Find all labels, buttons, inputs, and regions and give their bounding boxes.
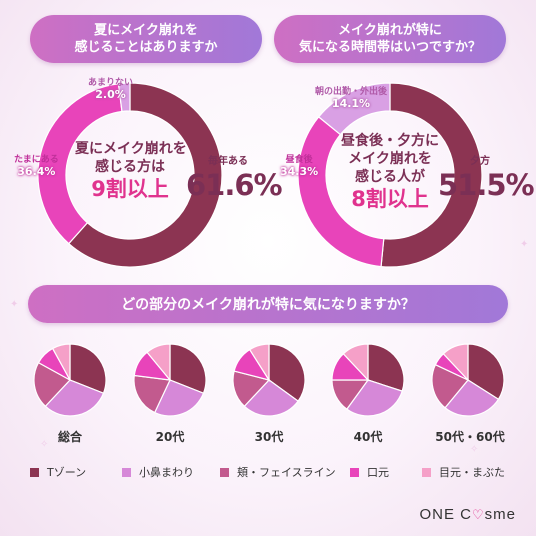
donut-1-big-value-text: 61.6%	[186, 168, 283, 202]
legend-item: 小鼻まわり	[122, 464, 194, 480]
question-3-header: どの部分のメイク崩れが特に気になりますか？	[28, 285, 508, 323]
legend-swatch	[30, 467, 39, 477]
donut-1-center-line2: 感じる方は	[95, 159, 165, 175]
pie-0-slice-4	[51, 343, 71, 381]
pie-2-slice-4	[248, 343, 270, 383]
donut-2-label-after-lunch-name: 昼食後	[285, 155, 313, 165]
legend-label: 目元・まぶた	[439, 466, 505, 479]
donut-2-center-line1: 昼食後・夕方に	[341, 133, 439, 149]
brand-logo: ONE C♡sme	[419, 506, 516, 523]
donut-2-label-after-lunch: 昼食後 34.3%	[280, 152, 318, 178]
donut-1-label-rarely-name: あまりない	[88, 78, 134, 88]
legend: Tゾーン 小鼻まわり 頬・フェイスライン 口元 目元・まぶた	[30, 464, 510, 480]
pie-2-slice-1	[243, 379, 299, 417]
question-1-line1: 夏にメイク崩れを	[94, 23, 198, 38]
small-pies	[33, 343, 505, 417]
donut-2-label-morning: 朝の出勤・外出後 14.1%	[315, 84, 387, 110]
pie-0-slice-2	[33, 361, 71, 408]
sparkle-decoration: ✧	[40, 439, 49, 450]
pie-3-slice-4	[342, 343, 369, 382]
donut-2-center-highlight: 8割以上	[351, 187, 429, 211]
pie-1-slice-2	[133, 374, 171, 414]
legend-label: 頬・フェイスライン	[237, 466, 336, 479]
pie-0-slice-0	[69, 343, 107, 395]
legend-item: Tゾーン	[30, 464, 86, 480]
donut-1-label-sometimes-name: たまにある	[14, 155, 59, 165]
donut-1-slice-2	[117, 82, 131, 113]
donut-1-center-text: 夏にメイク崩れを 感じる方は 9割以上	[75, 140, 187, 202]
logo-heart-icon: ♡	[472, 507, 485, 522]
logo-text-a: ONE C	[419, 506, 472, 523]
donut-1-big-value: 61.6%	[186, 168, 283, 202]
donut-chart-2	[297, 82, 483, 268]
legend-swatch	[122, 467, 131, 477]
donut-1-label-sometimes-value: 36.4%	[17, 165, 56, 178]
legend-item: 頬・フェイスライン	[220, 464, 336, 480]
pie-3-slice-1	[346, 379, 403, 417]
legend-label: 口元	[367, 466, 389, 479]
pie-4-slice-4	[442, 343, 469, 382]
pie-group-label: 50代・60代	[435, 430, 505, 444]
question-2-line1: メイク崩れが特に	[338, 23, 442, 38]
pie-4-slice-2	[431, 363, 469, 409]
donut-1-label-rarely-value: 2.0%	[95, 88, 126, 101]
donut-1-center-highlight: 9割以上	[91, 177, 169, 201]
donut-1-center-line1: 夏にメイク崩れを	[75, 141, 187, 157]
legend-swatch	[422, 467, 431, 477]
sparkle-decoration: ✧	[470, 444, 479, 455]
donut-2-slice-0	[380, 82, 483, 268]
donut-2-label-morning-name: 朝の出勤・外出後	[315, 87, 388, 97]
donut-2-label-evening: 夕方	[470, 156, 490, 167]
pie-group-label: 40代	[353, 430, 383, 444]
sparkle-decoration: ✦	[10, 299, 19, 310]
question-2-header: メイク崩れが特に 気になる時間帯はいつですか？	[274, 15, 506, 63]
pie-group-label: 総合	[57, 430, 82, 444]
donut-1-label-sometimes: たまにある 36.4%	[14, 152, 59, 178]
pie-1-slice-4	[146, 343, 171, 382]
pie-1-slice-1	[153, 379, 205, 417]
legend-label: Tゾーン	[47, 466, 87, 479]
donut-1-label-every-year: 毎年ある	[208, 156, 248, 167]
donut-2-big-value-text: 51.5%	[438, 168, 535, 202]
legend-swatch	[350, 467, 359, 477]
pie-group-label: 20代	[155, 430, 185, 444]
pie-2-slice-0	[268, 343, 306, 402]
donut-2-label-morning-value: 14.1%	[331, 97, 371, 110]
donut-2-big-value: 51.5%	[438, 168, 535, 202]
donut-1-slice-1	[37, 83, 123, 245]
question-1-header: 夏にメイク崩れを 感じることはありますか	[30, 15, 262, 63]
pie-3-slice-0	[367, 343, 405, 392]
logo-text-b: sme	[484, 506, 516, 523]
question-3-text: どの部分のメイク崩れが特に気になりますか？	[121, 297, 415, 313]
legend-item: 口元	[350, 464, 389, 480]
donut-2-slice-2	[317, 82, 391, 136]
pie-4-slice-1	[444, 379, 500, 417]
donut-chart-1	[37, 82, 223, 268]
donut-1-label-rarely: あまりない 2.0%	[88, 75, 133, 101]
pie-group-label: 30代	[254, 430, 284, 444]
legend-item: 目元・まぶた	[422, 464, 505, 480]
question-1-line2: 感じることはありますか	[74, 40, 218, 55]
pie-0-slice-1	[44, 379, 105, 417]
sparkle-decoration: ✦	[520, 239, 529, 250]
donut-2-center-line3: 感じる人が	[355, 169, 425, 185]
pie-1-slice-0	[169, 343, 207, 395]
donut-2-center-text: 昼食後・夕方に メイク崩れを 感じる人が 8割以上	[335, 132, 445, 212]
legend-swatch	[220, 467, 229, 477]
legend-label: 小鼻まわり	[139, 466, 194, 479]
donut-1-slice-0	[67, 82, 223, 268]
question-2-line2: 気になる時間帯はいつですか？	[298, 40, 481, 55]
donut-2-label-after-lunch-value: 34.3%	[280, 165, 319, 178]
donut-2-center-line2: メイク崩れを	[348, 151, 432, 167]
